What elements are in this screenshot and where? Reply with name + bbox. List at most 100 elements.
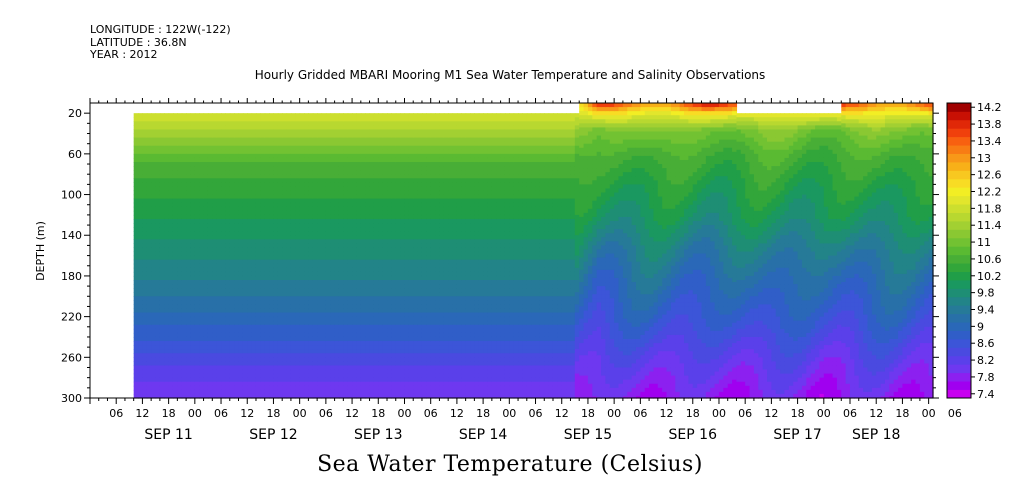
heatmap-cell xyxy=(282,235,288,240)
heatmap-cell xyxy=(312,389,318,395)
heatmap-cell xyxy=(286,304,292,310)
heatmap-cell xyxy=(199,263,205,269)
heatmap-cell xyxy=(151,174,157,179)
heatmap-cell xyxy=(212,239,218,244)
heatmap-cell xyxy=(221,186,227,192)
heatmap-cell xyxy=(400,202,406,208)
heatmap-cell xyxy=(142,259,148,265)
heatmap-cell xyxy=(404,320,410,326)
heatmap-cell xyxy=(177,223,183,228)
heatmap-cell xyxy=(260,377,266,383)
heatmap-cell xyxy=(404,369,410,375)
heatmap-cell xyxy=(369,231,375,236)
heatmap-cell xyxy=(347,361,353,367)
heatmap-cell xyxy=(282,328,288,334)
heatmap-cell xyxy=(286,389,292,395)
heatmap-cell xyxy=(155,235,161,240)
heatmap-cell xyxy=(304,320,309,326)
heatmap-cell xyxy=(181,247,187,253)
heatmap-cell xyxy=(159,320,165,326)
heatmap-cell xyxy=(413,345,419,350)
heatmap-cell xyxy=(413,304,419,310)
heatmap-cell xyxy=(238,377,244,383)
heatmap-cell xyxy=(299,141,305,147)
heatmap-cell xyxy=(290,263,296,269)
heatmap-cell xyxy=(356,141,362,147)
heatmap-cell xyxy=(347,251,353,257)
heatmap-cell xyxy=(295,129,301,135)
heatmap-cell xyxy=(426,174,432,179)
heatmap-cell xyxy=(155,227,161,232)
heatmap-cell xyxy=(404,223,410,228)
heatmap-cell xyxy=(277,202,283,208)
heatmap-cell xyxy=(421,328,427,334)
heatmap-cell xyxy=(304,227,309,232)
heatmap-cell xyxy=(408,324,414,330)
heatmap-cell xyxy=(151,141,157,147)
heatmap-cell xyxy=(373,186,379,192)
heatmap-cell xyxy=(269,280,275,285)
heatmap-cell xyxy=(356,235,362,240)
heatmap-cell xyxy=(164,194,170,200)
heatmap-cell xyxy=(172,373,178,379)
heatmap-cell xyxy=(203,170,209,175)
heatmap-cell xyxy=(321,137,327,143)
heatmap-cell xyxy=(290,186,296,192)
heatmap-cell xyxy=(273,357,279,362)
heatmap-cell xyxy=(181,113,187,118)
heatmap-cell xyxy=(260,308,266,314)
heatmap-cell xyxy=(391,149,397,155)
heatmap-cell xyxy=(439,223,445,228)
heatmap-cell xyxy=(221,125,227,131)
heatmap-cell xyxy=(133,178,139,183)
heatmap-cell xyxy=(391,296,397,301)
heatmap-cell xyxy=(229,255,235,261)
heatmap-cell xyxy=(190,336,196,342)
heatmap-cell xyxy=(207,280,213,285)
heatmap-cell xyxy=(133,223,139,228)
heatmap-cell xyxy=(142,113,148,118)
heatmap-cell xyxy=(387,389,392,395)
heatmap-cell xyxy=(356,214,362,220)
heatmap-cell xyxy=(408,202,414,208)
heatmap-cell xyxy=(255,263,261,269)
heatmap-cell xyxy=(238,300,244,306)
heatmap-cell xyxy=(190,247,196,253)
heatmap-cell xyxy=(133,141,139,147)
heatmap-cell xyxy=(404,377,410,383)
heatmap-cell xyxy=(404,336,410,342)
heatmap-cell xyxy=(273,365,279,371)
heatmap-cell xyxy=(338,247,344,253)
heatmap-cell xyxy=(277,210,283,216)
heatmap-cell xyxy=(264,308,270,314)
heatmap-cell xyxy=(325,194,331,200)
heatmap-cell xyxy=(312,341,318,346)
heatmap-cell xyxy=(387,288,392,293)
heatmap-cell xyxy=(225,389,231,395)
heatmap-cell xyxy=(212,377,218,383)
heatmap-cell xyxy=(343,365,349,371)
heatmap-cell xyxy=(334,324,340,330)
heatmap-cell xyxy=(295,369,301,375)
heatmap-cell xyxy=(277,324,283,330)
heatmap-cell xyxy=(216,341,222,346)
heatmap-cell xyxy=(365,341,371,346)
heatmap-cell xyxy=(255,324,261,330)
heatmap-cell xyxy=(352,300,358,306)
heatmap-cell xyxy=(387,365,392,371)
heatmap-cell xyxy=(203,271,209,277)
heatmap-cell xyxy=(164,247,170,253)
heatmap-cell xyxy=(203,153,209,159)
heatmap-cell xyxy=(164,239,170,244)
heatmap-cell xyxy=(269,267,275,273)
heatmap-cell xyxy=(221,381,227,387)
heatmap-cell xyxy=(238,239,244,244)
heatmap-cell xyxy=(177,218,183,224)
heatmap-cell xyxy=(421,194,427,200)
heatmap-cell xyxy=(426,345,432,350)
heatmap-cell xyxy=(282,280,288,285)
heatmap-cell xyxy=(247,251,253,257)
heatmap-cell xyxy=(325,239,331,244)
heatmap-cell xyxy=(277,190,283,196)
heatmap-cell xyxy=(203,162,209,167)
